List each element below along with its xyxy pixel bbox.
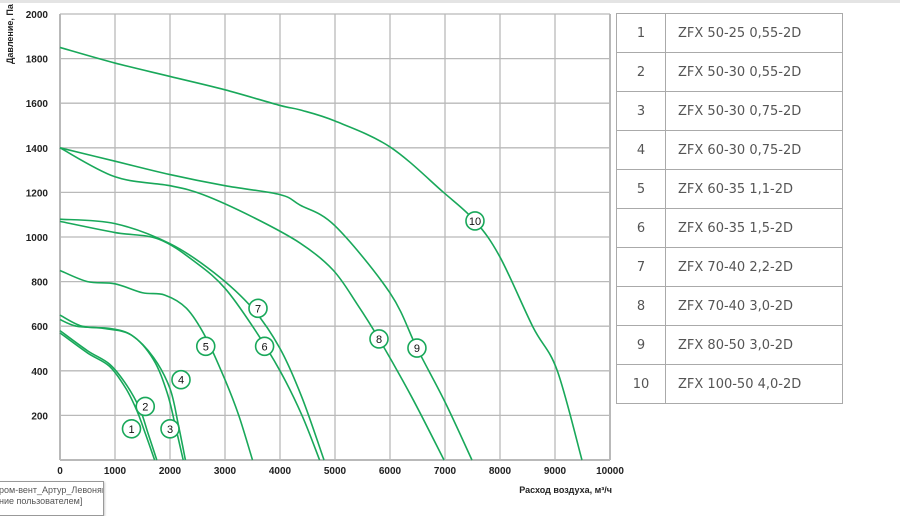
grid — [59, 13, 611, 461]
curve-10 — [59, 46, 583, 461]
x-tick-label: 9000 — [544, 466, 567, 477]
x-tick-label: 1000 — [104, 466, 127, 477]
legend-number: 4 — [616, 130, 666, 170]
curve-label-circle — [465, 211, 485, 231]
legend-number: 2 — [616, 52, 666, 92]
y-tick-label: 600 — [31, 322, 48, 333]
ticks: 0 1000 2000 3000 4000 5000 6000 7000 8000 9000 100… — [26, 10, 625, 477]
legend-row: 10 ZFX 100-50 4,0-2D — [616, 364, 843, 404]
legend-model: ZFX 70-40 2,2-2D — [665, 247, 843, 287]
y-tick-label: 2000 — [26, 10, 49, 21]
curve-label-circle — [407, 338, 427, 358]
y-tick-label: 400 — [31, 367, 48, 378]
curve-label-circle — [248, 298, 268, 319]
curve-label-circle — [254, 336, 275, 357]
legend-row: 4 ZFX 60-30 0,75-2D — [616, 130, 843, 170]
y-tick-label: 1200 — [26, 188, 49, 199]
curve-1 — [59, 332, 156, 461]
curve-label: 1 — [128, 424, 134, 436]
legend-model: ZFX 50-30 0,75-2D — [665, 91, 843, 131]
legend-model: ZFX 60-35 1,1-2D — [665, 169, 843, 209]
y-axis-label: Давление, Па — [5, 3, 15, 64]
curve-label: 6 — [262, 341, 268, 353]
curve-label: 5 — [203, 341, 209, 353]
legend-row: 1 ZFX 50-25 0,55-2D — [616, 13, 843, 53]
curve-label: 10 — [469, 216, 481, 228]
legend-row: 7 ZFX 70-40 2,2-2D — [616, 247, 843, 287]
legend-row: 8 ZFX 70-40 3,0-2D — [616, 286, 843, 326]
y-tick-label: 1800 — [26, 55, 49, 66]
x-tick-label: 0 — [57, 466, 63, 477]
legend-model: ZFX 100-50 4,0-2D — [665, 364, 843, 404]
x-tick-label: 10000 — [596, 466, 624, 477]
legend-model: ZFX 60-35 1,5-2D — [665, 208, 843, 248]
legend-number: 1 — [616, 13, 666, 53]
x-axis-label: Расход воздуха, м³/ч — [519, 485, 612, 495]
curve-label: 9 — [414, 343, 420, 355]
curve-4 — [59, 314, 187, 461]
curve-6 — [59, 220, 321, 461]
x-tick-label: 6000 — [379, 466, 402, 477]
model-legend-table: 1 ZFX 50-25 0,55-2D 2 ZFX 50-30 0,55-2D 3 ZFX… — [616, 13, 843, 404]
curve-label-circle — [369, 329, 389, 349]
x-tick-label: 2000 — [159, 466, 182, 477]
legend-row: 9 ZFX 80-50 3,0-2D — [616, 325, 843, 365]
legend-row: 6 ZFX 60-35 1,5-2D — [616, 208, 843, 248]
legend-row: 5 ZFX 60-35 1,1-2D — [616, 169, 843, 209]
curves: 12 3 4 5 6 7 8 9 10 — [59, 46, 583, 461]
legend-number: 7 — [616, 247, 666, 287]
legend-model: ZFX 70-40 3,0-2D — [665, 286, 843, 326]
legend-model: ZFX 50-30 0,55-2D — [665, 52, 843, 92]
legend-number: 6 — [616, 208, 666, 248]
curve-label-circle — [135, 396, 156, 417]
legend-number: 5 — [616, 169, 666, 209]
legend-model: ZFX 80-50 3,0-2D — [665, 325, 843, 365]
curve-label: 2 — [142, 401, 148, 413]
curve-label-circle — [171, 369, 191, 390]
legend-model: ZFX 60-30 0,75-2D — [665, 130, 843, 170]
x-tick-label: 8000 — [489, 466, 512, 477]
x-tick-label: 4000 — [269, 466, 292, 477]
x-tick-label: 3000 — [214, 466, 237, 477]
legend-row: 2 ZFX 50-30 0,55-2D — [616, 52, 843, 92]
curve-label-circle — [195, 336, 216, 357]
legend-model: ZFX 50-25 0,55-2D — [665, 13, 843, 53]
curve-label: 8 — [376, 334, 382, 346]
curve-label-circle — [121, 418, 142, 439]
legend-number: 3 — [616, 91, 666, 131]
tooltip-line-1: ром-вент_Артур_Левонян- — [0, 485, 104, 495]
curve-label: 3 — [167, 424, 173, 436]
legend-row: 3 ZFX 50-30 0,75-2D — [616, 91, 843, 131]
fan-performance-chart: 12 3 4 5 6 7 8 9 10 0 1000 2000 3000 4000 5000 6000 700… — [5, 3, 625, 495]
curve-7 — [59, 218, 325, 461]
curve-8 — [59, 147, 445, 461]
top-divider — [0, 0, 900, 3]
curve-3 — [59, 318, 184, 461]
curve-label: 4 — [178, 375, 184, 387]
curve-5 — [59, 269, 254, 461]
curve-9 — [59, 147, 473, 461]
y-tick-label: 1400 — [26, 144, 49, 155]
tooltip: ром-вент_Артур_Левонян- ние пользователе… — [0, 481, 104, 516]
y-tick-label: 1000 — [26, 233, 49, 244]
legend-number: 10 — [616, 364, 666, 404]
legend-number: 9 — [616, 325, 666, 365]
x-tick-label: 7000 — [434, 466, 457, 477]
curve-label: 7 — [255, 303, 261, 315]
y-tick-label: 1600 — [26, 99, 49, 110]
y-tick-label: 200 — [31, 411, 48, 422]
y-tick-label: 800 — [31, 278, 48, 289]
curve-2 — [59, 330, 158, 461]
legend-number: 8 — [616, 286, 666, 326]
tooltip-line-2: ние пользователем] — [0, 496, 83, 506]
x-tick-label: 5000 — [324, 466, 347, 477]
